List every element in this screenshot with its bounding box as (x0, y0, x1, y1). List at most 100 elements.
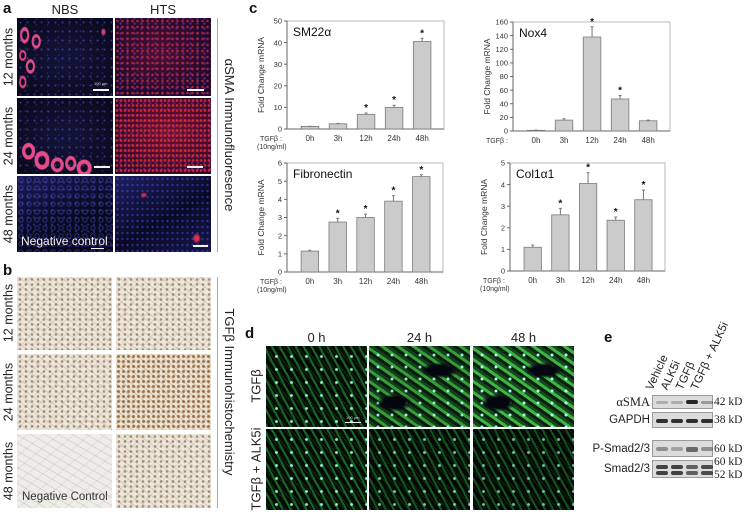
x-axis-label: TGFβ : (486, 138, 508, 145)
scale-bar (187, 166, 203, 168)
gfp-image-tgfb-alk5i-24h (369, 429, 470, 510)
chart-title: Fibronectin (293, 167, 352, 181)
blot-label-p-smad: P-Smad2/3 (592, 443, 650, 455)
y-tick-label: 100 (495, 59, 508, 68)
panel-a-label: a (3, 0, 12, 17)
chart-title: Col1α1 (516, 167, 555, 181)
bar-chart-svg: 0 10 20 30 40 50 0h 3h * 12h * 24h * 48h SM22α Fold Cha… (256, 17, 445, 151)
x-tick-label: 3h (334, 134, 343, 143)
bar-chart-svg: 0 1 2 3 4 5 6 0h * 3h * 12h * 24h * 48h Fibronectin Fold … (256, 159, 444, 294)
x-tick-label: 24h (387, 277, 400, 286)
significance-asterisk: * (364, 204, 368, 215)
row-label-24-months: 24 months (1, 106, 16, 166)
y-tick-label: 0 (501, 267, 505, 276)
y-tick-label: 20 (500, 113, 508, 122)
y-tick-label: 10 (274, 103, 282, 112)
x-tick-label: 48h (415, 134, 428, 143)
scale-bar (193, 245, 208, 247)
row-label-12-months: 12 months (1, 27, 16, 87)
x-tick-label: 24h (613, 136, 626, 145)
significance-asterisk: * (336, 208, 340, 219)
x-tick-label: 3h (556, 276, 565, 285)
kd-label-p-smad: 60 kD (714, 443, 743, 455)
y-tick-label: 3 (278, 213, 282, 222)
y-axis-label: Fold Change mRNA (256, 179, 266, 255)
panel-e-label: e (604, 329, 613, 346)
kd-label-smad-upper: 60 kD (714, 456, 743, 468)
gfp-image-tgfb-alk5i-0h (266, 429, 367, 510)
column-header-hts: HTS (150, 2, 176, 17)
ihc-image-hts-24-months (116, 354, 211, 430)
blot-label-smad: Smad2/3 (603, 463, 650, 475)
x-axis-sublabel: (10ng/ml) (480, 286, 510, 293)
band (701, 419, 713, 423)
kd-label-asma: 42 kD (714, 396, 743, 408)
chart-nox4: 0 20 40 60 80 100 120 140 160 0h 3h * 12h * 24h 48h Nox4… (478, 14, 678, 150)
y-tick-label: 30 (274, 60, 282, 69)
y-tick-label: 0 (278, 268, 282, 277)
x-tick-label: 12h (359, 134, 372, 143)
bar (300, 250, 319, 273)
gfp-image-tgfb-alk5i-48h (473, 429, 574, 510)
kd-label-gapdh: 38 kD (714, 414, 743, 426)
if-image-hts-48-months (115, 176, 211, 252)
if-image-nbs-12-months: 100 µm (17, 18, 113, 96)
panel-a-divider (217, 18, 218, 252)
bar (578, 183, 598, 272)
ihc-image-nbs-12-months (17, 277, 112, 350)
column-header-nbs: NBS (51, 2, 79, 17)
band (671, 465, 683, 469)
if-image-hts-24-months (115, 98, 211, 174)
blot-asma (652, 395, 713, 409)
significance-asterisk: * (420, 28, 424, 39)
row-label-48-months: 48 months (1, 441, 16, 501)
significance-asterisk: * (618, 86, 622, 97)
band (671, 419, 683, 423)
y-axis-label: Fold Change mRNA (479, 179, 489, 255)
x-tick-label: 0h (305, 277, 314, 286)
y-tick-label: 1 (501, 245, 505, 254)
column-header-24h: 24 h (406, 330, 433, 345)
row-label-48-months: 48 months (1, 184, 16, 244)
panel-b-side-title: TGFβ Immunohistochemistry (222, 308, 237, 476)
x-tick-label: 12h (581, 276, 594, 285)
y-axis-label: Fold Change mRNA (482, 38, 492, 114)
scale-bar (94, 166, 110, 168)
band (686, 419, 698, 423)
chart-fibronectin: 0 1 2 3 4 5 6 0h * 3h * 12h * 24h * 48h Fibronectin Fold … (255, 156, 450, 298)
bar (328, 123, 348, 130)
y-tick-label: 20 (274, 82, 282, 91)
ihc-image-hts-48-months (116, 434, 211, 508)
ihc-image-negative-control: Negative Control (17, 434, 112, 508)
x-tick-label: 24h (609, 276, 622, 285)
row-label-tgfb-alk5i: TGFβ + ALK5i (248, 427, 264, 511)
x-tick-label: 12h (359, 277, 372, 286)
panel-a-side-title: αSMA Immunofluoresence (222, 58, 237, 212)
blot-smad (652, 460, 713, 478)
y-tick-label: 120 (495, 45, 508, 54)
y-tick-label: 6 (278, 159, 282, 168)
bar (384, 200, 403, 273)
x-axis-label: TGFβ : (260, 136, 282, 143)
bar (634, 199, 653, 272)
if-image-negative-control: Negative control (17, 176, 113, 252)
ihc-image-hts-12-months (116, 277, 211, 350)
scale-bar-text: 100 µm (94, 81, 108, 86)
bar (582, 36, 602, 132)
significance-asterisk: * (364, 103, 368, 114)
bar (551, 214, 570, 272)
column-header-48h: 48 h (510, 330, 537, 345)
band (671, 447, 683, 451)
y-tick-label: 4 (278, 195, 282, 204)
bar (384, 107, 404, 130)
y-tick-label: 160 (495, 18, 508, 27)
scale-bar (187, 89, 204, 91)
if-image-nbs-24-months (17, 98, 113, 174)
significance-asterisk: * (558, 198, 562, 209)
y-tick-label: 0 (504, 127, 508, 136)
x-tick-label: 48h (641, 136, 654, 145)
x-tick-label: 3h (560, 136, 569, 145)
vessel-rings (17, 18, 113, 96)
x-tick-label: 0h (306, 134, 315, 143)
y-tick-label: 50 (274, 17, 282, 26)
